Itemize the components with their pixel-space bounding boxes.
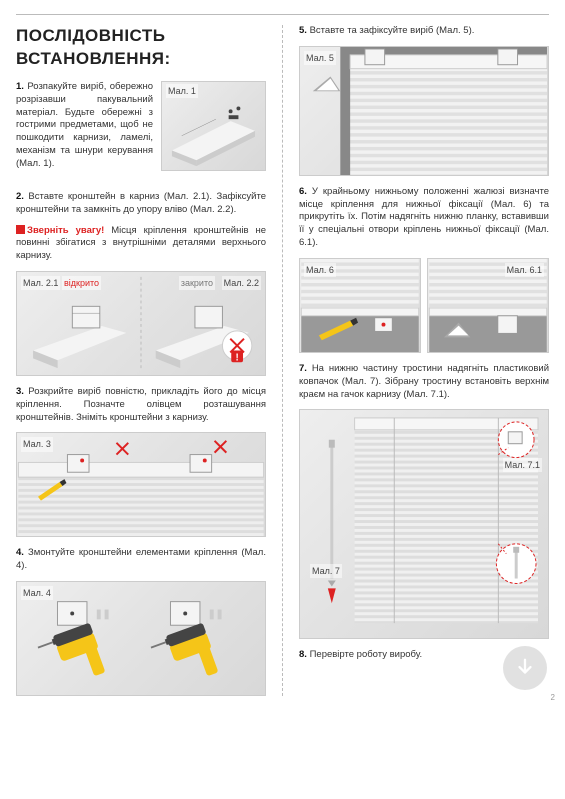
warning-icon <box>16 225 25 234</box>
left-column: ПОСЛІДОВНІСТЬ ВСТАНОВЛЕННЯ: 1. Розпакуйт… <box>16 25 266 696</box>
figure-4: Мал. 4 <box>16 581 266 696</box>
figure-2-1-label: Мал. 2.1 <box>21 276 60 290</box>
figure-6-1: Мал. 6.1 <box>427 258 549 353</box>
step-4-text: 4. Змонтуйте кронштейни елементами кріпл… <box>16 547 266 573</box>
step-3-text: 3. Розкрийте виріб повністю, прикладіть … <box>16 386 266 424</box>
step-1-text: 1. Розпакуйте виріб, обережно розрізавши… <box>16 81 153 173</box>
figure-4-label: Мал. 4 <box>21 586 53 600</box>
figure-3: Мал. 3 <box>16 432 266 537</box>
step-6-text: 6. У крайньому нижньому положенні жалюзі… <box>299 186 549 250</box>
figure-5-label: Мал. 5 <box>304 51 336 65</box>
figure-7: Мал. 7 Мал. 7.1 <box>299 409 549 639</box>
step-2-warning: Зверніть увагу! Місця кріплення кронштей… <box>16 225 266 263</box>
scroll-down-icon[interactable] <box>503 646 547 690</box>
page-number: 2 <box>551 693 555 704</box>
figure-1: Мал. 1 <box>161 81 266 171</box>
figure-6-label: Мал. 6 <box>304 263 336 277</box>
figure-5: Мал. 5 <box>299 46 549 176</box>
figure-7-label: Мал. 7 <box>310 564 342 578</box>
right-column: 5. Вставте та зафіксуйте виріб (Мал. 5).… <box>299 25 549 696</box>
figure-2-2-label: Мал. 2.2 <box>222 276 261 290</box>
figure-1-label: Мал. 1 <box>166 84 198 98</box>
step-2-text: 2. Вставте кронштейн в карниз (Мал. 2.1)… <box>16 191 266 217</box>
step-7-text: 7. На нижню частину тростини надягніть п… <box>299 363 549 401</box>
figure-6: Мал. 6 <box>299 258 421 353</box>
page-title: ПОСЛІДОВНІСТЬ ВСТАНОВЛЕННЯ: <box>16 25 266 71</box>
svg-text:!: ! <box>236 352 239 363</box>
step-5-text: 5. Вставте та зафіксуйте виріб (Мал. 5). <box>299 25 549 38</box>
figure-2: Мал. 2.1 Мал. 2.2 відкрито закрито ! <box>16 271 266 376</box>
figure-3-label: Мал. 3 <box>21 437 53 451</box>
figure-7-1-label: Мал. 7.1 <box>503 458 542 472</box>
figure-6-1-label: Мал. 6.1 <box>505 263 544 277</box>
